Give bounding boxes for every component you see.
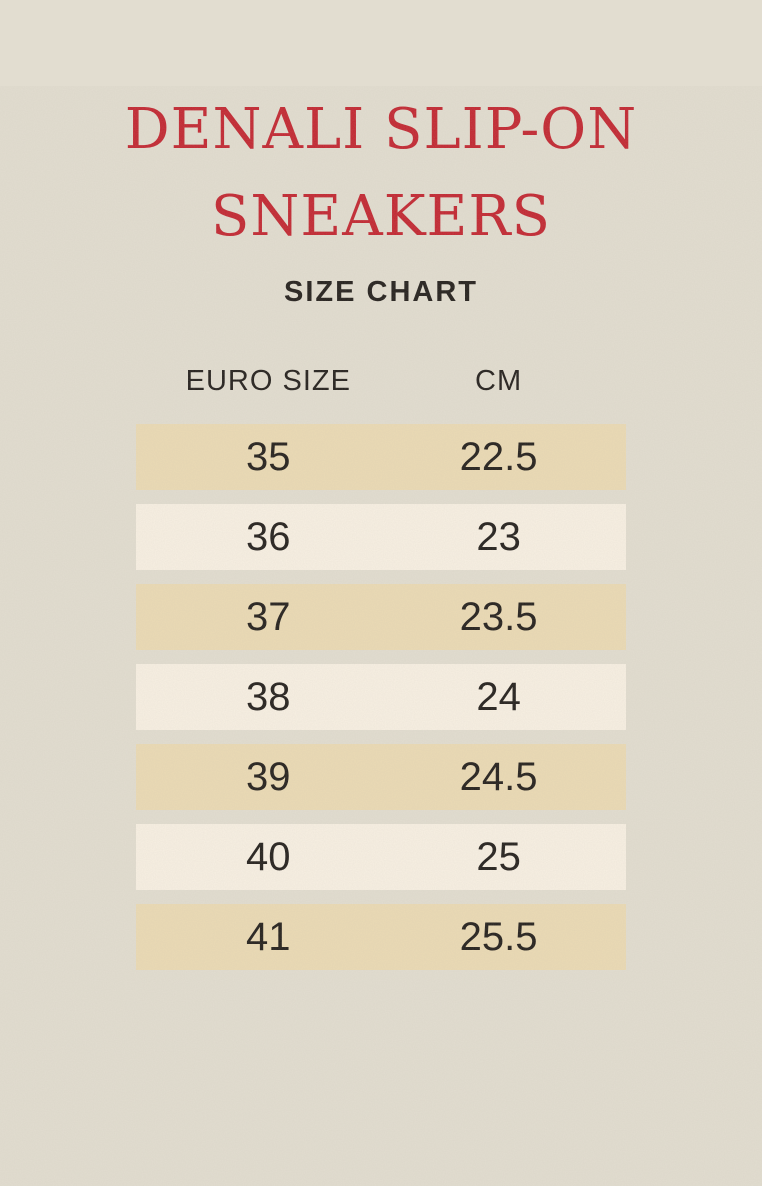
cm-value: 24.5 — [459, 754, 538, 799]
table-row: 35 22.5 — [136, 424, 626, 490]
cm-value: 25.5 — [459, 914, 538, 959]
product-title: DENALI SLIP-ON SNEAKERS — [0, 86, 762, 260]
column-header-cm: CM — [475, 365, 523, 397]
size-table-header: EURO SIZE CM — [136, 365, 626, 398]
table-row: 40 25 — [136, 824, 626, 890]
size-table-body: 35 22.5 36 23 37 23.5 38 24 39 24.5 40 2… — [136, 424, 626, 970]
cm-value: 25 — [476, 834, 521, 879]
column-header-euro-size: EURO SIZE — [185, 365, 351, 397]
cm-value: 24 — [476, 674, 521, 719]
size-table: EURO SIZE CM 35 22.5 36 23 37 23.5 38 24… — [136, 365, 626, 970]
euro-size-value: 40 — [246, 834, 291, 879]
size-chart-heading: SIZE CHART — [284, 276, 478, 308]
cm-value: 23.5 — [459, 594, 538, 639]
cm-value: 23 — [476, 514, 521, 559]
euro-size-value: 36 — [246, 514, 291, 559]
table-row: 41 25.5 — [136, 904, 626, 970]
table-row: 38 24 — [136, 664, 626, 730]
table-row: 37 23.5 — [136, 584, 626, 650]
euro-size-value: 37 — [246, 594, 291, 639]
size-chart-poster: DENALI SLIP-ON SNEAKERS SIZE CHART EURO … — [0, 86, 762, 970]
cm-value: 22.5 — [459, 434, 538, 479]
product-title-line1: DENALI SLIP-ON — [124, 97, 638, 162]
euro-size-value: 39 — [246, 754, 291, 799]
euro-size-value: 41 — [246, 914, 291, 959]
product-title-line2: SNEAKERS — [211, 184, 551, 249]
euro-size-value: 38 — [246, 674, 291, 719]
table-row: 39 24.5 — [136, 744, 626, 810]
table-row: 36 23 — [136, 504, 626, 570]
euro-size-value: 35 — [246, 434, 291, 479]
